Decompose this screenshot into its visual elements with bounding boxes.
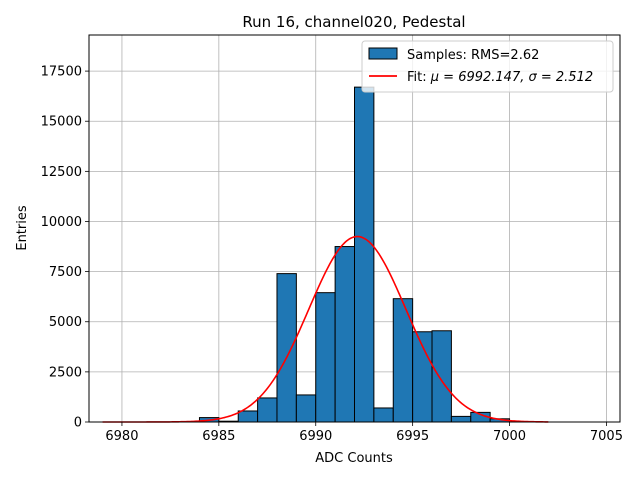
legend-fit-prefix: Fit: [407, 70, 431, 85]
x-tick-label: 6990 [299, 429, 332, 444]
y-axis-label: Entries [15, 205, 30, 251]
y-tick-label: 17500 [41, 65, 82, 80]
legend-histogram-swatch [368, 47, 398, 60]
legend: Samples: RMS=2.62 Fit: μ = 6992.147, σ =… [361, 40, 614, 93]
chart-title: Run 16, channel020, Pedestal [242, 13, 465, 31]
y-tick-label: 7500 [49, 265, 82, 280]
x-tick-label: 6980 [105, 429, 138, 444]
y-tick-label: 10000 [41, 215, 82, 230]
histogram-bar [450, 415, 472, 423]
histogram-bar [315, 292, 336, 423]
histogram-bar [237, 410, 259, 423]
histogram-bar [354, 86, 375, 423]
histogram-bar [373, 407, 394, 423]
legend-fit-params: μ = 6992.147, σ = 2.512 [430, 70, 593, 85]
histogram-bar [295, 394, 317, 423]
x-tick-label: 6985 [202, 429, 235, 444]
legend-histogram-label: Samples: RMS=2.62 [407, 48, 539, 63]
y-tick-label: 12500 [41, 165, 82, 180]
x-tick-label: 7000 [493, 429, 526, 444]
y-tick-label: 15000 [41, 115, 82, 130]
x-axis: 6980 6985 6990 6995 7000 7005 [105, 422, 623, 444]
y-axis: 0 2500 5000 7500 10000 12500 15000 17500 [41, 65, 89, 431]
histogram-bar [257, 397, 278, 423]
legend-fit-label: Fit: μ = 6992.147, σ = 2.512 [407, 70, 593, 85]
y-tick-label: 5000 [49, 315, 82, 330]
histogram-bar [431, 330, 452, 423]
histogram-bar [276, 273, 297, 423]
plot-frame [88, 34, 621, 423]
y-tick-label: 2500 [49, 365, 82, 380]
x-tick-label: 7005 [590, 429, 623, 444]
x-axis-label: ADC Counts [315, 451, 393, 466]
y-tick-label: 0 [74, 416, 82, 431]
x-tick-label: 6995 [396, 429, 429, 444]
histogram-bar [334, 246, 356, 423]
legend-box [361, 40, 614, 93]
